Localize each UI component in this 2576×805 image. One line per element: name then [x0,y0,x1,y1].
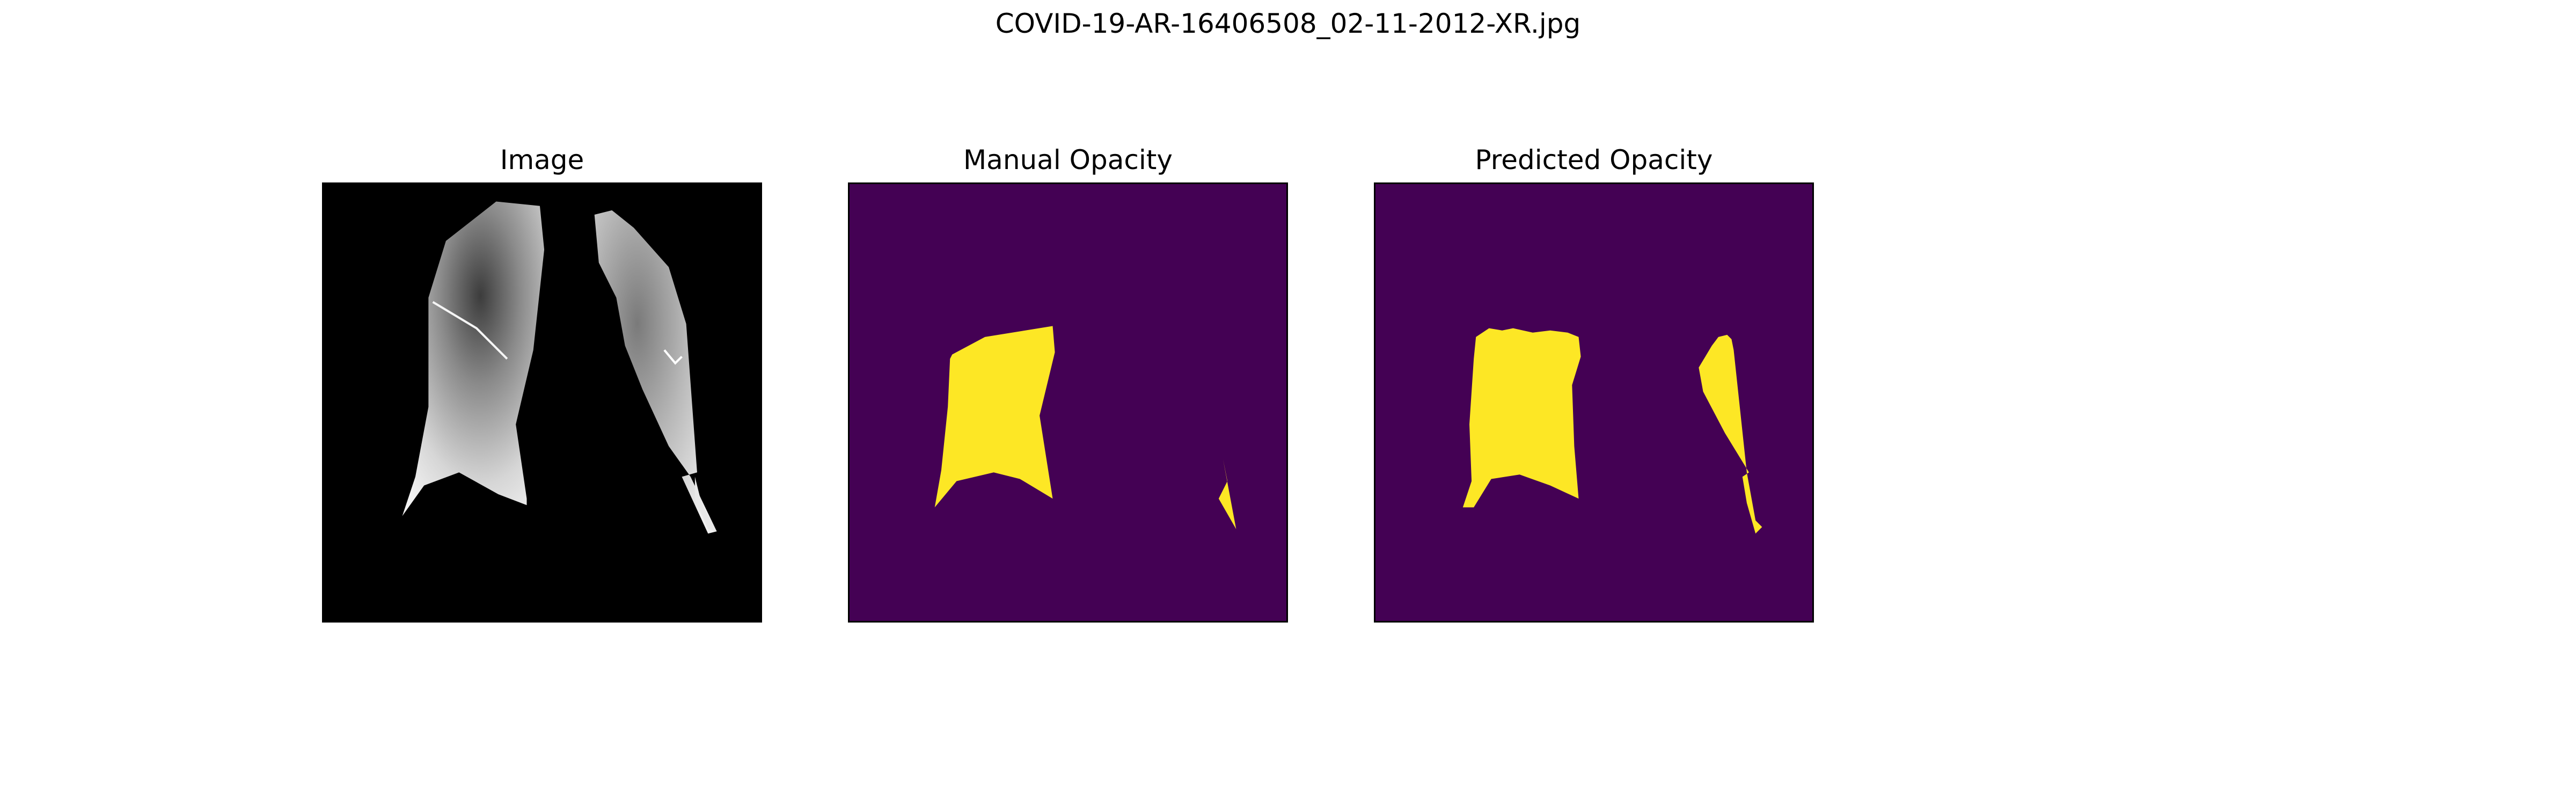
left-lung-lower-fragment [694,477,717,532]
figure-title: COVID-19-AR-16406508_02-11-2012-XR.jpg [995,8,1581,39]
device-marker [663,349,683,365]
predicted-opacity-mask [1375,184,1812,621]
panel-title-predicted-opacity: Predicted Opacity [1475,144,1713,175]
panel-title-image: Image [500,144,584,175]
catheter-line [432,301,508,360]
left-lung [594,210,717,534]
manual-opacity-mask [850,184,1286,621]
manual-opacity-panel [848,182,1288,623]
predicted-opacity-region-left [1699,334,1762,534]
manual-opacity-region-left [1218,459,1236,530]
xray-image [324,184,760,621]
predicted-opacity-region-right [1462,328,1581,508]
right-lung [402,201,545,516]
xray-image-panel [322,182,762,623]
mask-background [850,184,1286,621]
panel-title-manual-opacity: Manual Opacity [963,144,1173,175]
predicted-opacity-panel [1374,182,1814,623]
mask-background [1375,184,1812,621]
manual-opacity-region-right [934,326,1055,508]
